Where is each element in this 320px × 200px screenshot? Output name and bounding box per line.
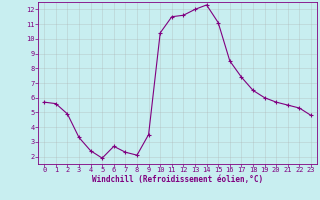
X-axis label: Windchill (Refroidissement éolien,°C): Windchill (Refroidissement éolien,°C) (92, 175, 263, 184)
